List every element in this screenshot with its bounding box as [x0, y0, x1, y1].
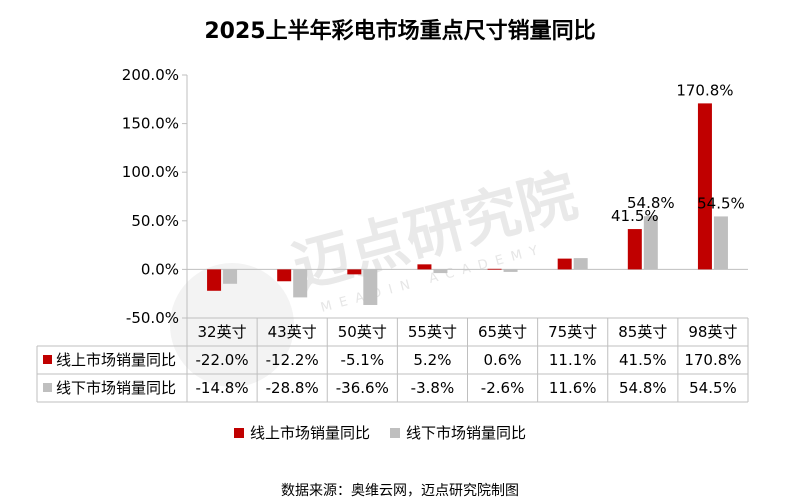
table-cell: 0.6%: [484, 351, 522, 369]
bar-series2-6: [573, 258, 588, 270]
bar-series2-3: [363, 269, 378, 305]
bar-series1-4: [417, 264, 432, 270]
category-label: 50英寸: [338, 323, 387, 341]
legend-swatch: [234, 428, 244, 438]
bar-series2-7: [643, 216, 658, 270]
bar-series1-3: [347, 269, 362, 275]
bar-series1-8: [697, 103, 712, 270]
category-label: 55英寸: [408, 323, 457, 341]
data-label: 170.8%: [676, 81, 733, 99]
chart-title: 2025上半年彩电市场重点尺寸销量同比: [204, 18, 595, 44]
table-row-label: 线下市场销量同比: [56, 379, 176, 397]
table-cell: -28.8%: [266, 379, 319, 397]
category-label: 65英寸: [478, 323, 527, 341]
bar-series2-5: [503, 269, 518, 272]
table-cell: 41.5%: [619, 351, 667, 369]
bar-series2-2: [293, 269, 308, 298]
bar-series2-4: [433, 269, 448, 274]
category-label: 98英寸: [688, 323, 737, 341]
table-cell: 5.2%: [413, 351, 451, 369]
bar-series1-7: [627, 229, 642, 270]
y-tick-label: 100.0%: [122, 163, 179, 181]
table-cell: -22.0%: [196, 351, 249, 369]
bar-series1-1: [207, 269, 222, 291]
y-tick-label: 200.0%: [122, 66, 179, 84]
bar-series1-2: [277, 269, 292, 282]
legend-label: 线上市场销量同比: [250, 424, 370, 442]
bar-series2-8: [713, 216, 728, 270]
y-tick-label: 150.0%: [122, 115, 179, 133]
bar-series1-5: [487, 268, 502, 270]
table-cell: -12.2%: [266, 351, 319, 369]
category-label: 85英寸: [618, 323, 667, 341]
table-cell: 11.6%: [549, 379, 597, 397]
table-cell: -36.6%: [336, 379, 389, 397]
bar-series1-6: [557, 258, 572, 270]
table-cell: 54.5%: [689, 379, 737, 397]
table-cell: -14.8%: [196, 379, 249, 397]
table-cell: 170.8%: [684, 351, 741, 369]
table-cell: -2.6%: [481, 379, 525, 397]
table-cell: -5.1%: [341, 351, 385, 369]
bar-series2-1: [223, 269, 238, 284]
table-cell: 54.8%: [619, 379, 667, 397]
y-tick-label: 50.0%: [131, 212, 179, 230]
table-legend-swatch: [43, 355, 52, 364]
legend-label: 线下市场销量同比: [406, 424, 526, 442]
legend-swatch: [390, 428, 400, 438]
watermark-logo: [170, 263, 294, 387]
table-legend-swatch: [43, 383, 52, 392]
y-tick-label: -50.0%: [126, 309, 179, 327]
category-label: 32英寸: [198, 323, 247, 341]
data-label: 54.5%: [697, 194, 745, 212]
table-cell: 11.1%: [549, 351, 597, 369]
data-label: 41.5%: [611, 207, 659, 225]
data-label: 54.8%: [627, 194, 675, 212]
y-tick-label: 0.0%: [141, 260, 179, 278]
category-label: 43英寸: [268, 323, 317, 341]
table-row-label: 线上市场销量同比: [56, 351, 176, 369]
source-note: 数据来源：奥维云网，迈点研究院制图: [281, 482, 519, 499]
category-label: 75英寸: [548, 323, 597, 341]
table-cell: -3.8%: [411, 379, 455, 397]
